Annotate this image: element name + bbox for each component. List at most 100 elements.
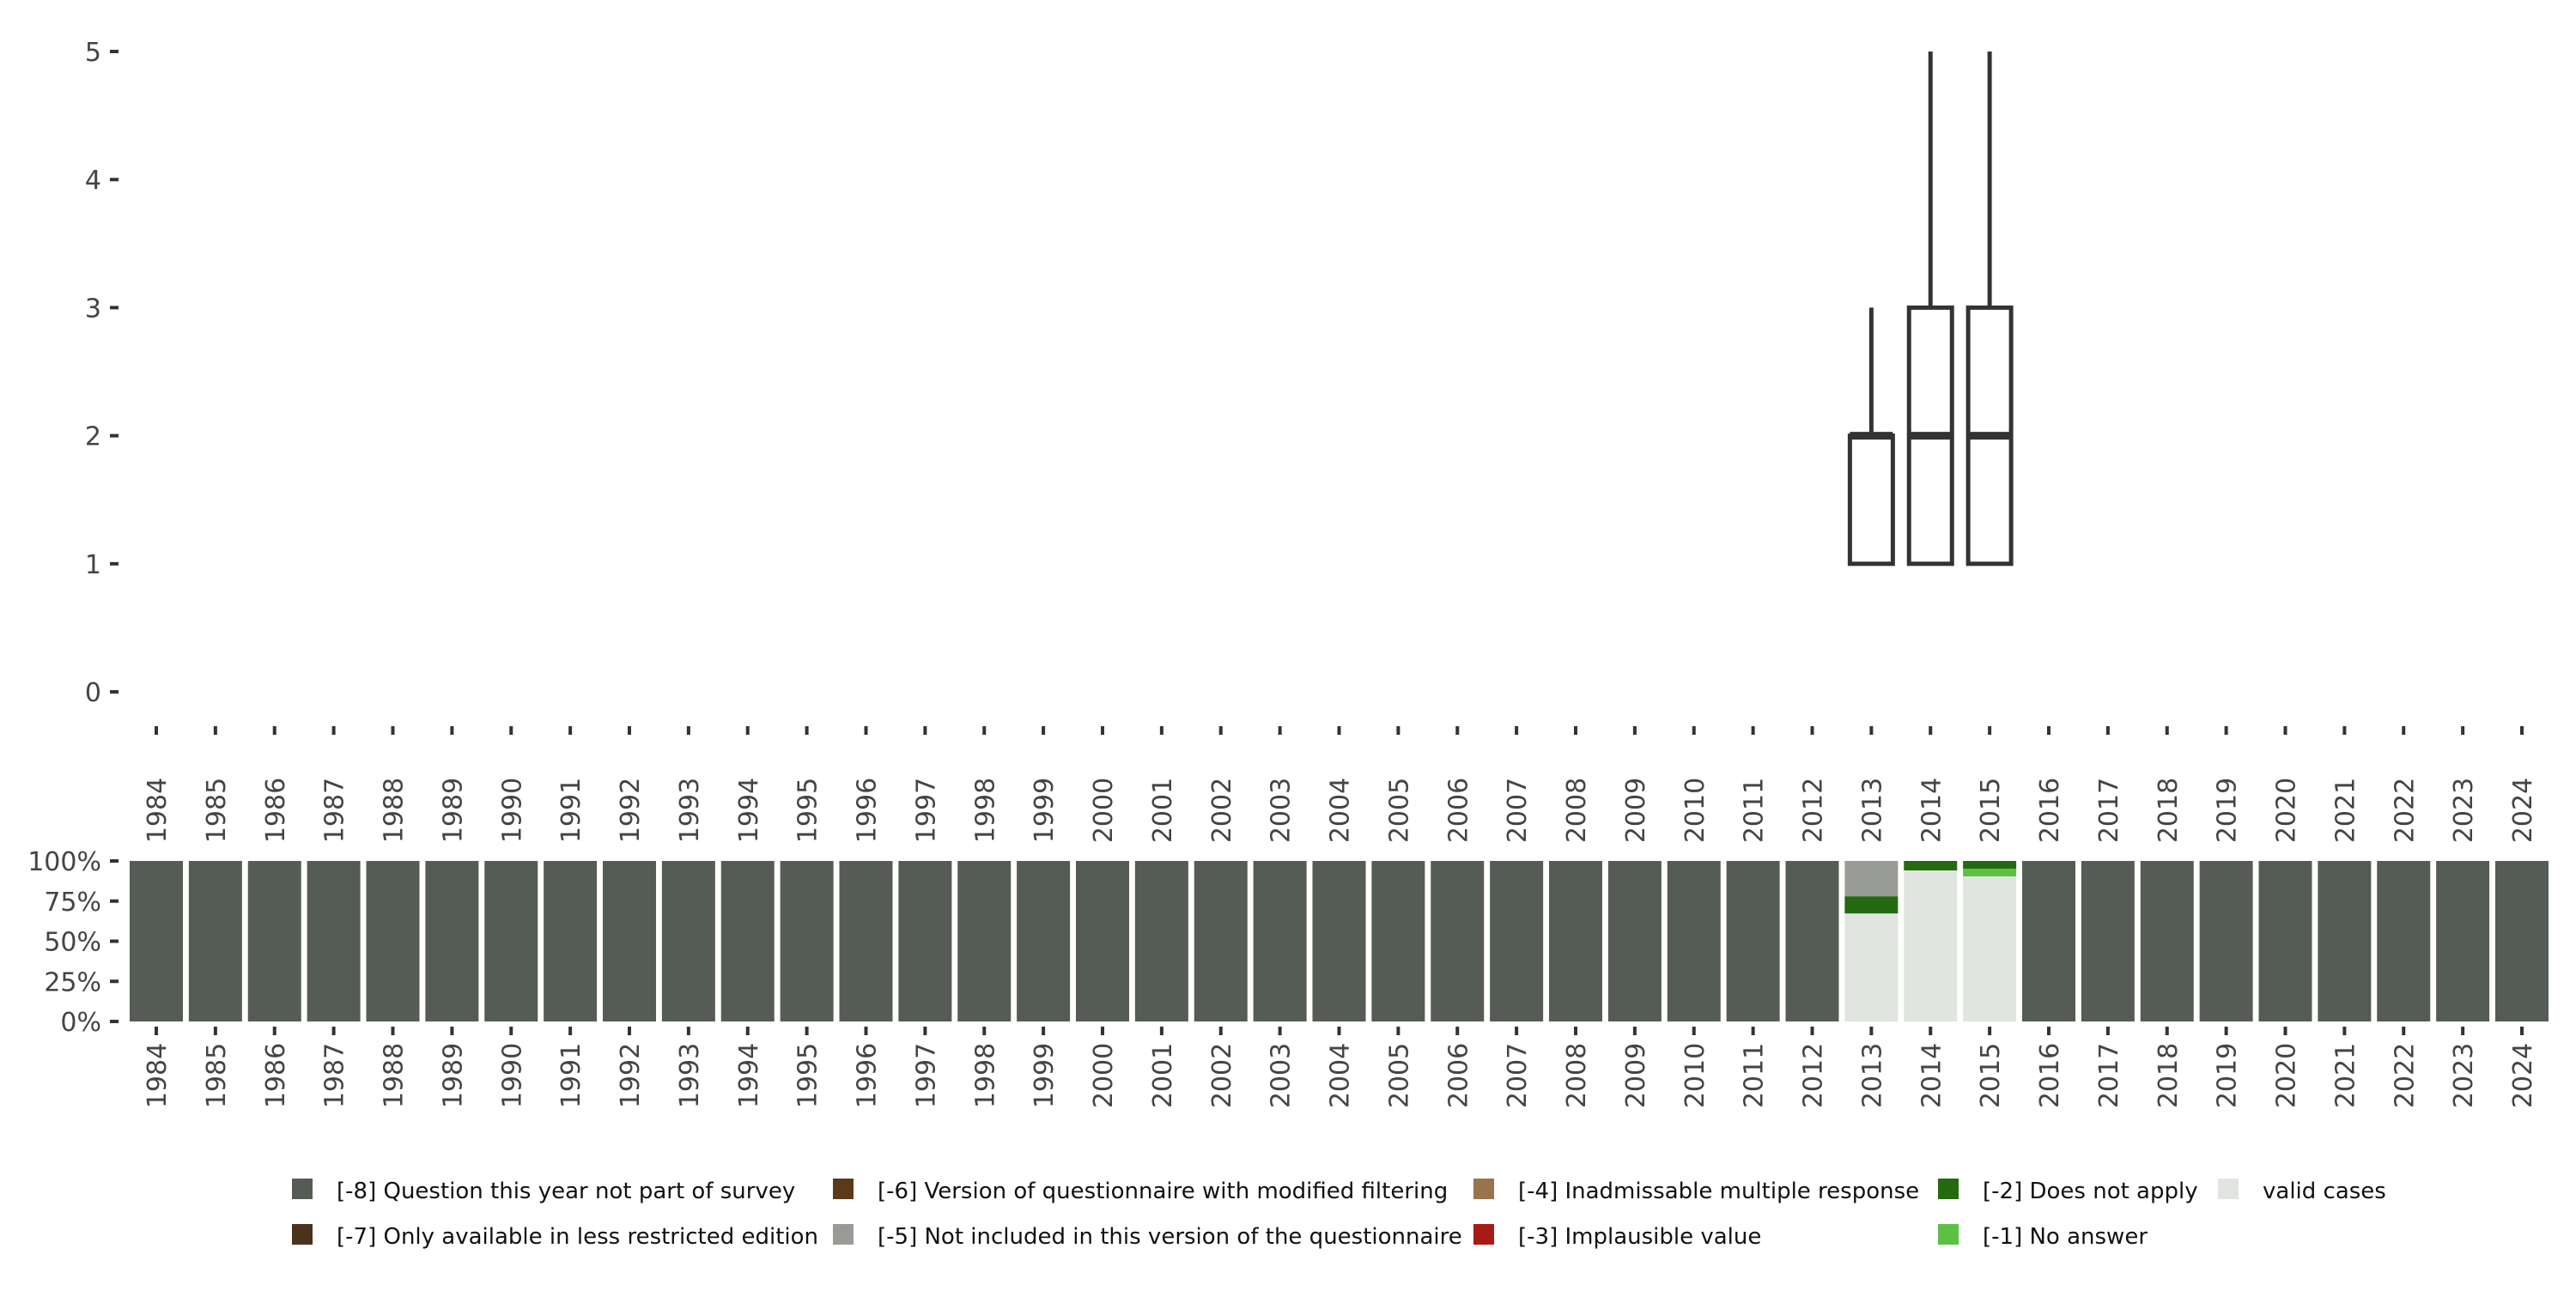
x-tick-label: 2014 bbox=[1917, 778, 1947, 843]
x-tick-label: 2005 bbox=[1384, 1043, 1414, 1108]
x-tick-label: 2014 bbox=[1917, 1043, 1947, 1108]
x-tick-label: 2007 bbox=[1503, 1043, 1533, 1108]
legend-swatch bbox=[1938, 1179, 1959, 1199]
x-tick-label: 1997 bbox=[911, 1043, 941, 1108]
legend-label: [-7] Only available in less restricted e… bbox=[337, 1224, 818, 1250]
x-tick-label: 1986 bbox=[261, 1043, 291, 1108]
bar-segment--2 bbox=[1844, 896, 1899, 914]
bar-2006 bbox=[1431, 861, 1485, 1021]
x-tick-label: 1988 bbox=[380, 1043, 410, 1108]
bar-2008 bbox=[1549, 861, 1602, 1021]
legend-label: [-4] Inadmissable multiple response bbox=[1518, 1179, 1919, 1204]
bar-1985 bbox=[188, 861, 242, 1021]
x-tick-label: 2019 bbox=[2213, 1043, 2243, 1108]
bar-segment--8 bbox=[544, 861, 598, 1021]
box-2014 bbox=[1906, 52, 1954, 567]
stacked-bar-panel: 0% 25% 50% 75% 100% 1984 1985 1986 1987 1988 1989 1… bbox=[27, 847, 2549, 1108]
x-tick-label: 2011 bbox=[1740, 778, 1770, 843]
y-tick-label: 3 bbox=[85, 294, 101, 324]
bar-segment--8 bbox=[1076, 861, 1129, 1021]
bar-segment--8 bbox=[1607, 861, 1662, 1021]
legend-swatch bbox=[1473, 1224, 1494, 1245]
bar-segment--8 bbox=[1134, 861, 1188, 1021]
bar-2009 bbox=[1607, 861, 1662, 1021]
x-tick-label: 2019 bbox=[2213, 778, 2243, 843]
legend-item--4: [-4] Inadmissable multiple response bbox=[1473, 1179, 1919, 1204]
bar-2024 bbox=[2495, 861, 2549, 1021]
bar-segment--8 bbox=[2258, 861, 2312, 1021]
x-tick-label: 1997 bbox=[911, 778, 941, 843]
bar-1996 bbox=[839, 861, 893, 1021]
bar-1994 bbox=[720, 861, 775, 1021]
bar-2002 bbox=[1194, 861, 1248, 1021]
bar-segment--2 bbox=[1904, 861, 1958, 871]
box-iqr bbox=[1847, 433, 1895, 567]
legend-item-valid: valid cases bbox=[2218, 1179, 2386, 1204]
bar-segment--8 bbox=[1371, 861, 1425, 1021]
x-tick-label: 1994 bbox=[734, 1043, 764, 1108]
x-tick-label: 2015 bbox=[1976, 1043, 2006, 1108]
x-tick-label: 1998 bbox=[970, 778, 1000, 843]
x-tick-label: 2006 bbox=[1443, 778, 1473, 843]
bar-2005 bbox=[1371, 861, 1425, 1021]
bar-segment--2 bbox=[1963, 861, 2017, 869]
x-tick-label: 2000 bbox=[1089, 1043, 1119, 1108]
legend-item--3: [-3] Implausible value bbox=[1473, 1224, 1761, 1250]
bar-segment--5 bbox=[1844, 861, 1899, 897]
legend-swatch bbox=[833, 1179, 854, 1199]
bar-segment--8 bbox=[307, 861, 361, 1021]
x-tick-label: 2017 bbox=[2094, 778, 2124, 843]
y-tick-label: 2 bbox=[85, 422, 101, 452]
legend-label: [-6] Version of questionnaire with modif… bbox=[878, 1179, 1448, 1204]
x-tick-label: 2001 bbox=[1148, 1043, 1178, 1108]
legend-swatch bbox=[2218, 1179, 2239, 1199]
x-tick-label: 1994 bbox=[734, 778, 764, 843]
bar-segment--8 bbox=[2140, 861, 2194, 1021]
legend-swatch bbox=[292, 1224, 313, 1245]
x-tick-label: 2003 bbox=[1267, 1043, 1297, 1108]
x-tick-label: 1996 bbox=[853, 1043, 883, 1108]
x-tick-label: 2013 bbox=[1857, 778, 1887, 843]
x-tick-label: 2024 bbox=[2508, 778, 2538, 843]
bar-segment--8 bbox=[1785, 861, 1839, 1021]
x-tick-label: 1986 bbox=[261, 778, 291, 843]
x-tick-label: 2020 bbox=[2272, 1043, 2302, 1108]
x-tick-label: 1993 bbox=[675, 778, 705, 843]
bar-1998 bbox=[957, 861, 1012, 1021]
bar-segment--8 bbox=[2199, 861, 2253, 1021]
x-tick-label: 1999 bbox=[1030, 1043, 1060, 1108]
y-tick-label: 75% bbox=[44, 888, 101, 918]
bar-segment--8 bbox=[957, 861, 1012, 1021]
bar-1986 bbox=[247, 861, 301, 1021]
bar-segment--8 bbox=[661, 861, 715, 1021]
x-tick-label: 1991 bbox=[556, 778, 586, 843]
x-tick-label: 1999 bbox=[1030, 778, 1060, 843]
bar-segment--8 bbox=[1253, 861, 1307, 1021]
y-tick-label: 5 bbox=[85, 38, 101, 68]
x-tick-label: 1989 bbox=[438, 778, 468, 843]
bar-2010 bbox=[1667, 861, 1721, 1021]
x-tick-label: 1987 bbox=[320, 1043, 350, 1108]
bar-1989 bbox=[425, 861, 479, 1021]
x-tick-label: 2021 bbox=[2330, 778, 2360, 843]
bar-segment--8 bbox=[898, 861, 952, 1021]
x-tick-label: 2010 bbox=[1680, 778, 1710, 843]
x-tick-label: 2010 bbox=[1680, 1043, 1710, 1108]
x-tick-label: 2021 bbox=[2330, 1043, 2360, 1108]
bar-segment--8 bbox=[720, 861, 775, 1021]
legend-swatch bbox=[833, 1224, 854, 1245]
x-tick-label: 2022 bbox=[2390, 1043, 2420, 1108]
legend: [-8] Question this year not part of surv… bbox=[292, 1179, 2386, 1250]
x-tick-label: 2001 bbox=[1148, 778, 1178, 843]
x-tick-label: 1990 bbox=[497, 778, 527, 843]
x-tick-label: 2008 bbox=[1562, 1043, 1592, 1108]
bar-segment--8 bbox=[2495, 861, 2549, 1021]
legend-swatch bbox=[292, 1179, 313, 1199]
bar-segment--8 bbox=[2318, 861, 2372, 1021]
bar-2001 bbox=[1134, 861, 1188, 1021]
bar-segment--8 bbox=[2377, 861, 2431, 1021]
bar-segment--8 bbox=[484, 861, 538, 1021]
x-tick-label: 2004 bbox=[1326, 778, 1356, 843]
x-tick-label: 2020 bbox=[2272, 778, 2302, 843]
x-tick-label: 2009 bbox=[1621, 778, 1651, 843]
